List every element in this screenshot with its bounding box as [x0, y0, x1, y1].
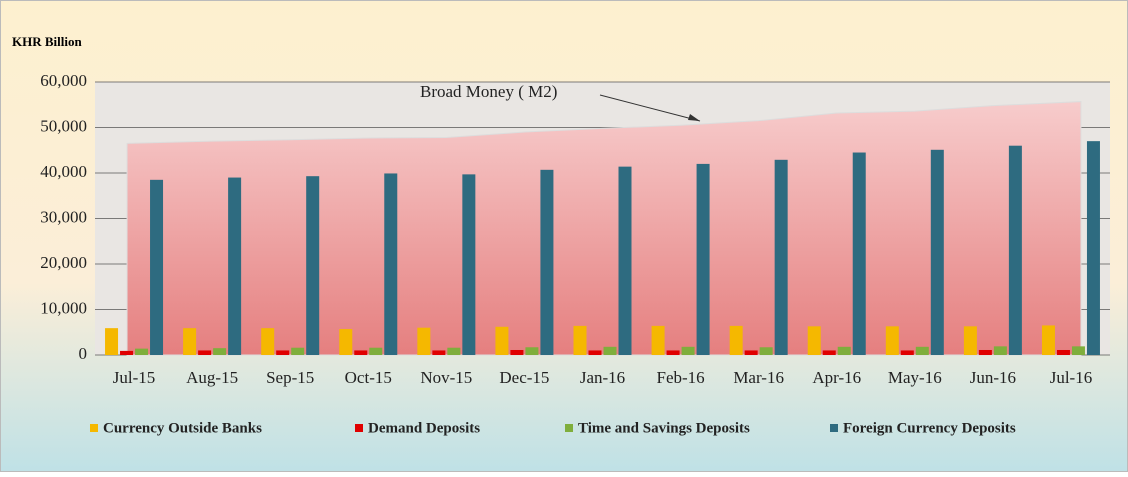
bar — [852, 152, 866, 355]
y-tick-label: 0 — [79, 344, 88, 363]
x-tick-label: Oct-15 — [345, 368, 392, 387]
legend-swatch — [565, 424, 573, 432]
y-tick-label: 50,000 — [40, 116, 87, 135]
y-tick-label: 40,000 — [40, 162, 87, 181]
bar — [603, 346, 617, 355]
bar — [495, 326, 509, 355]
bar — [462, 174, 476, 355]
arrow-head — [688, 114, 700, 121]
legend-swatch — [90, 424, 98, 432]
legend-swatch — [830, 424, 838, 432]
x-tick-label: Apr-16 — [812, 368, 861, 387]
x-tick-label: Dec-15 — [499, 368, 549, 387]
bar — [915, 346, 929, 355]
bar — [729, 325, 743, 355]
legend-label: Demand Deposits — [368, 420, 480, 436]
bar — [339, 329, 353, 355]
y-tick-label: 20,000 — [40, 253, 87, 272]
bar — [510, 349, 524, 355]
bar — [198, 350, 212, 355]
bar — [120, 350, 134, 355]
bar — [261, 328, 275, 355]
bar — [930, 149, 944, 355]
bar — [105, 328, 119, 355]
x-tick-label: Sep-15 — [266, 368, 314, 387]
bar — [885, 326, 899, 355]
bar — [993, 346, 1007, 355]
bar — [774, 159, 788, 355]
x-tick-label: Jul-16 — [1050, 368, 1093, 387]
bar — [354, 350, 368, 355]
x-tick-label: Jun-16 — [970, 368, 1016, 387]
legend-swatch — [355, 424, 363, 432]
bar — [807, 326, 821, 355]
area-annotation: Broad Money ( M2) — [420, 82, 557, 101]
y-tick-label: 60,000 — [40, 71, 87, 90]
bar — [822, 350, 836, 355]
bar — [837, 346, 851, 355]
bar — [900, 350, 914, 355]
legend-label: Currency Outside Banks — [103, 420, 262, 436]
x-tick-label: Jul-15 — [113, 368, 156, 387]
bar — [759, 347, 773, 355]
bar — [447, 347, 461, 355]
bar — [432, 350, 446, 355]
x-tick-label: Nov-15 — [420, 368, 472, 387]
bar — [525, 347, 539, 355]
bar — [963, 326, 977, 355]
bar — [1086, 141, 1100, 355]
bar — [213, 348, 227, 355]
legend-label: Foreign Currency Deposits — [843, 420, 1016, 436]
bar — [681, 346, 695, 355]
bar — [1071, 346, 1085, 355]
bar — [369, 347, 383, 355]
y-tick-label: 30,000 — [40, 207, 87, 226]
bar — [588, 350, 602, 355]
x-tick-label: Feb-16 — [656, 368, 704, 387]
bar — [291, 347, 305, 355]
bar — [666, 350, 680, 355]
bar — [183, 328, 197, 355]
x-tick-label: Jan-16 — [580, 368, 625, 387]
bar — [696, 163, 710, 355]
bar — [228, 177, 242, 355]
broad-money-area — [126, 101, 1082, 356]
bar — [135, 348, 149, 355]
bar — [651, 325, 665, 355]
bar — [618, 166, 632, 355]
legend-label: Time and Savings Deposits — [578, 420, 750, 436]
bar — [150, 179, 164, 355]
bar — [1041, 325, 1055, 355]
bar — [573, 325, 587, 355]
bar — [540, 169, 554, 355]
bar — [1056, 349, 1070, 355]
bar — [1008, 145, 1022, 355]
x-tick-label: Aug-15 — [186, 368, 238, 387]
bar — [276, 350, 290, 355]
bar — [744, 350, 758, 355]
annotation-arrow — [599, 94, 701, 122]
bar — [306, 176, 320, 355]
bar — [417, 327, 431, 355]
bar — [384, 173, 398, 355]
y-axis-title: KHR Billion — [12, 34, 82, 49]
x-tick-label: Mar-16 — [733, 368, 784, 387]
y-tick-label: 10,000 — [40, 298, 87, 317]
x-tick-label: May-16 — [888, 368, 942, 387]
bar — [978, 349, 992, 355]
